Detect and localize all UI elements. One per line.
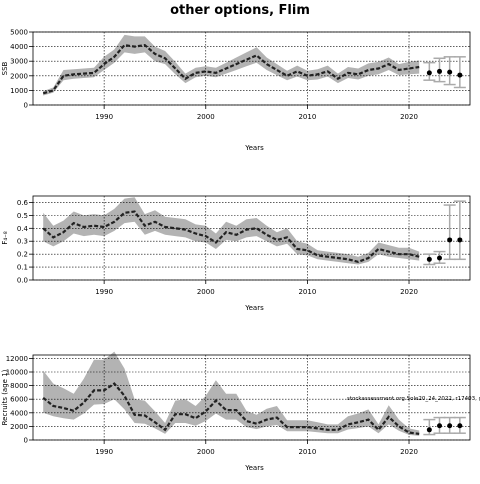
f-y-tick-label: 0.5 (17, 212, 28, 220)
f-projection-point (457, 237, 463, 243)
ssb-projection-point (426, 70, 432, 76)
rec-projection-point (447, 423, 453, 429)
ssb-estimate-line (42, 43, 420, 95)
rec-y-tick-label: 10000 (6, 369, 28, 377)
rec-x-tick-label: 1990 (95, 448, 113, 456)
f-y-tick-label: 0.4 (17, 225, 29, 233)
ssb-y-axis-label: SSB (1, 61, 9, 75)
rec-projection-point (457, 423, 463, 429)
rec-y-tick-label: 12000 (6, 355, 28, 363)
panel-rec: 1990 2000 2010 2020 0 2000 4000 6000 8000 10000 12… (1, 351, 480, 472)
f-y-tick-label: 0.6 (17, 199, 29, 207)
ssb-plot-frame (32, 31, 471, 106)
f-plot-frame (32, 195, 471, 281)
ssb-projection-point (457, 72, 463, 78)
f-estimate-line (42, 210, 420, 264)
f-x-tick-label: 2020 (400, 288, 418, 296)
ssb-y-tick-label: 1000 (10, 87, 28, 95)
rec-y-axis-label: Recruits (age 1) (1, 369, 9, 425)
ssb-y-tick-label: 3000 (10, 58, 28, 66)
f-y-tick-label: 0.3 (17, 238, 28, 246)
rec-x-axis-label: Years (244, 464, 264, 472)
rec-projection-point (437, 423, 443, 429)
f-y-tick-label: 0.1 (17, 264, 28, 272)
rec-confidence-band (43, 351, 420, 436)
ssb-x-tick-label: 2020 (400, 113, 418, 121)
rec-y-tick-label: 8000 (10, 382, 28, 390)
f-y-axis-label: F₄₋₈ (1, 231, 9, 245)
f-x-tick-label: 2000 (197, 288, 215, 296)
f-x-tick-label: 1990 (95, 288, 113, 296)
f-y-tick-label: 0.2 (17, 251, 28, 259)
f-x-tick-label: 2010 (298, 288, 316, 296)
rec-y-tick-label: 6000 (10, 396, 28, 404)
ssb-x-tick-label: 2000 (197, 113, 215, 121)
rec-plot-frame (32, 354, 471, 441)
ssb-y-tick-label: 2000 (10, 72, 28, 80)
ssb-y-tick-label: 4000 (10, 43, 28, 51)
rec-projection-point (426, 427, 432, 433)
rec-y-tick-label: 2000 (10, 423, 28, 431)
ssb-x-tick-label: 1990 (95, 113, 113, 121)
version-annotation: stockassessment.org Sole20_24_2022, r174… (347, 396, 480, 402)
ssb-projection-point (447, 69, 453, 75)
rec-y-tick-label: 4000 (10, 409, 28, 417)
rec-y-tick-label: 0 (24, 437, 28, 445)
rec-estimate-line (42, 382, 420, 435)
f-projection-point (426, 256, 432, 262)
panel-f: 1990 2000 2010 2020 0.0 0.1 0.2 0.3 0.4 0.5 0.6 Yea… (1, 195, 471, 312)
f-projection-point (447, 237, 453, 243)
ssb-x-tick-label: 2010 (298, 113, 316, 121)
figure-title: other options, Flim (170, 3, 310, 18)
f-x-axis-label: Years (244, 304, 264, 312)
ssb-x-axis-label: Years (244, 144, 264, 152)
f-projection-point (437, 255, 443, 261)
ssb-y-tick-label: 0 (24, 102, 28, 110)
f-y-tick-label: 0.0 (17, 277, 28, 285)
rec-x-tick-label: 2000 (197, 448, 215, 456)
ssb-projection-point (437, 68, 443, 74)
ssb-y-tick-label: 5000 (10, 29, 28, 37)
rec-x-tick-label: 2010 (298, 448, 316, 456)
panel-ssb: 1990 2000 2010 2020 0 1000 2000 3000 4000 5000 Yea… (1, 29, 471, 152)
rec-x-tick-label: 2020 (400, 448, 418, 456)
